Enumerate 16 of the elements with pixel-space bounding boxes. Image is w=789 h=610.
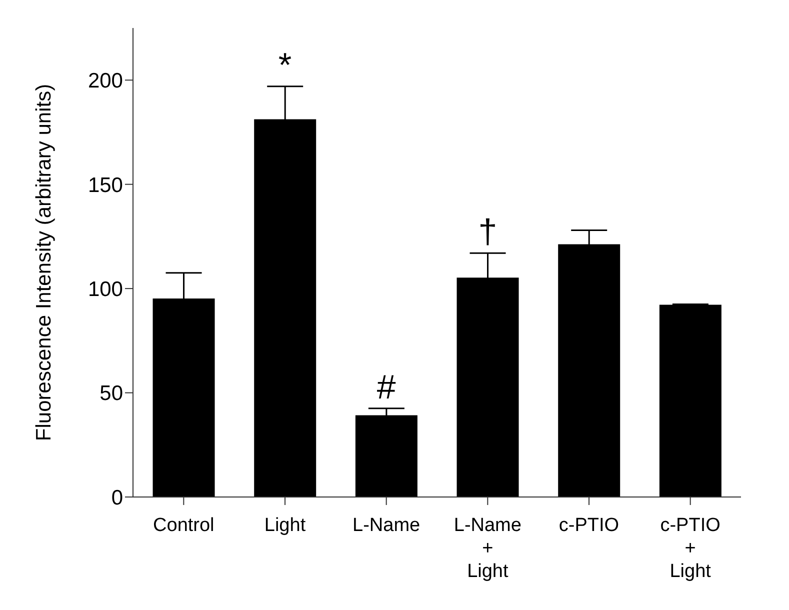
data-label: † xyxy=(478,213,498,252)
x-tick-label: Light xyxy=(264,515,306,536)
x-tick-label: Control xyxy=(153,515,214,536)
x-tick-label: L-Name + Light xyxy=(454,515,522,582)
y-axis-title: Fluorescence Intensity (arbitrary units) xyxy=(32,84,56,442)
bar xyxy=(659,304,722,497)
data-label: * xyxy=(278,46,292,84)
y-tick-label: 150 xyxy=(88,174,123,197)
y-tick-label: 50 xyxy=(100,382,123,406)
y-tick-label: 200 xyxy=(88,70,123,93)
y-tick-label: 100 xyxy=(88,278,123,302)
x-tick-label: L-Name xyxy=(352,515,420,536)
x-tick-label: c-PTIO xyxy=(558,515,620,536)
data-label: # xyxy=(376,368,396,406)
y-tick-label: 0 xyxy=(111,486,123,510)
x-tick-label: c-PTIO + Light xyxy=(660,515,720,582)
